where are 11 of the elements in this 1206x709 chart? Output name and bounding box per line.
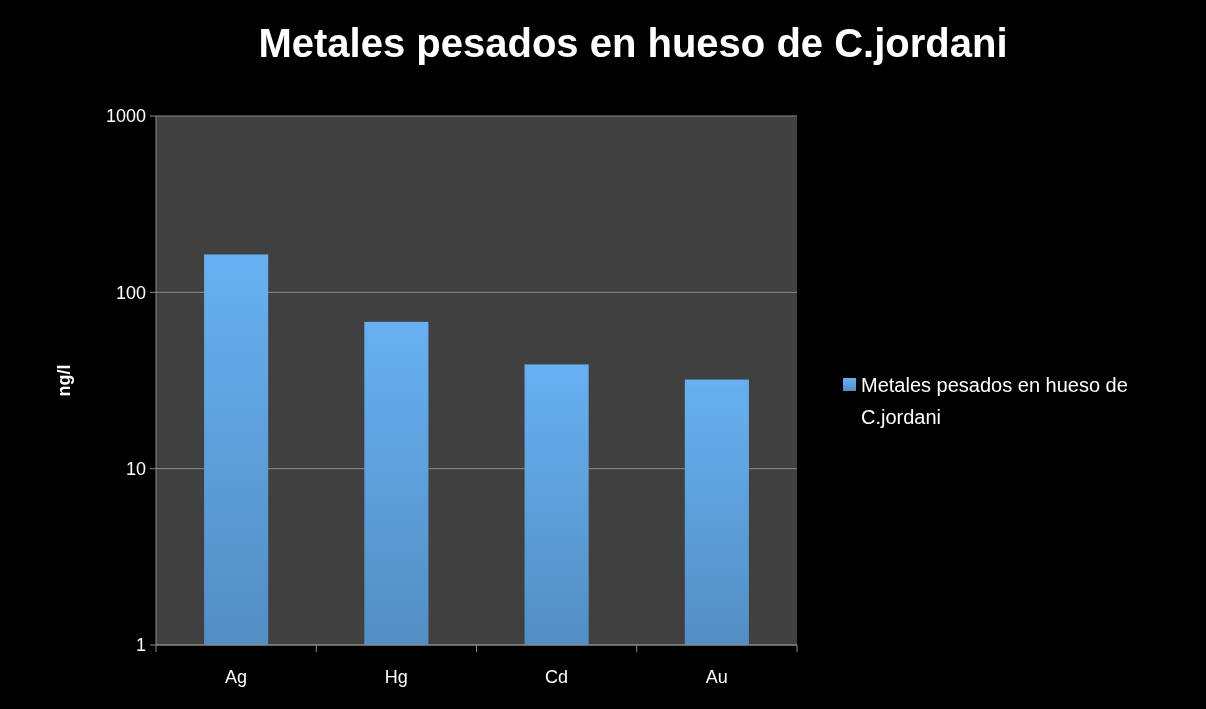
y-axis-title: ng/l — [54, 364, 74, 397]
x-tick-label: Ag — [225, 667, 248, 687]
y-tick-label: 100 — [115, 282, 146, 303]
y-tick-label: 1000 — [105, 106, 146, 127]
x-tick-label: Hg — [384, 667, 408, 687]
legend-label: Metales pesados en hueso de C.jordani — [861, 374, 1128, 428]
y-tick-label: 10 — [125, 458, 146, 479]
x-tick-label: Cd — [545, 667, 569, 687]
chart-title: Metales pesados en hueso de C.jordani — [258, 21, 1008, 65]
x-tick-label: Au — [705, 667, 728, 687]
y-tick-label: 1 — [135, 635, 146, 656]
